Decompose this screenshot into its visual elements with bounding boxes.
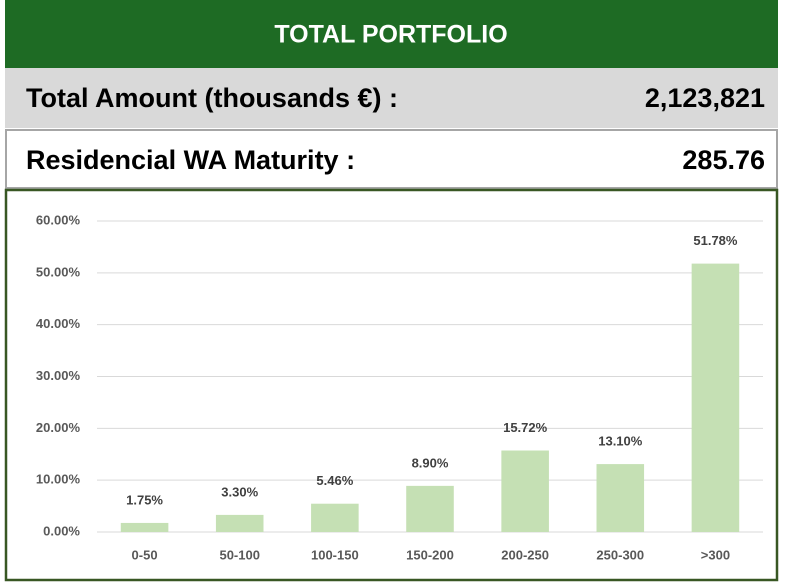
x-tick-label: 150-200 — [406, 547, 454, 562]
data-label: 51.78% — [693, 233, 738, 248]
summary-row — [5, 129, 778, 189]
row-label: Residencial WA Maturity : — [26, 145, 355, 175]
summary-row — [5, 68, 778, 128]
y-tick-label: 40.00% — [36, 316, 81, 331]
data-label: 3.30% — [221, 484, 258, 499]
bar — [501, 450, 549, 532]
row-value: 2,123,821 — [645, 83, 765, 113]
row-value: 285.76 — [682, 145, 765, 175]
bar — [406, 485, 454, 532]
x-tick-label: 0-50 — [132, 547, 158, 562]
y-tick-label: 60.00% — [36, 212, 81, 227]
chart: 0.00% 10.00% 20.00% 30.00% 40.00% 50.00% 60.00… — [36, 212, 763, 562]
title-bar — [5, 0, 778, 68]
x-tick-label: >300 — [701, 547, 730, 562]
row-label: Total Amount (thousands €) : — [26, 83, 398, 113]
chart-frame — [4, 188, 779, 582]
bar — [596, 464, 645, 532]
y-tick-label: 10.00% — [36, 472, 81, 487]
bar — [691, 263, 740, 532]
data-label: 13.10% — [598, 434, 643, 449]
data-label: 5.46% — [316, 473, 353, 488]
x-tick-label: 50-100 — [219, 547, 259, 562]
y-tick-label: 50.00% — [36, 264, 81, 279]
x-tick-label: 200-250 — [501, 547, 549, 562]
bar — [311, 503, 359, 532]
data-label: 15.72% — [503, 420, 548, 435]
y-tick-label: 20.00% — [36, 420, 81, 435]
title: TOTAL PORTFOLIO — [274, 21, 507, 49]
y-tick-label: 30.00% — [36, 368, 81, 383]
x-tick-label: 100-150 — [311, 547, 359, 562]
data-label: 1.75% — [126, 492, 163, 507]
y-tick-label: 0.00% — [43, 523, 80, 538]
bar — [120, 522, 169, 532]
x-tick-label: 250-300 — [596, 547, 644, 562]
data-label: 8.90% — [412, 455, 449, 470]
bar — [215, 514, 264, 532]
